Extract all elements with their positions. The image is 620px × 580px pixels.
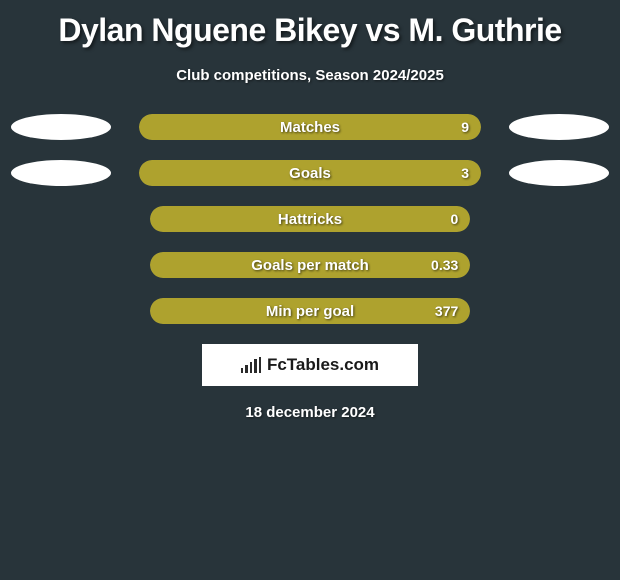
stat-value: 0 — [450, 206, 458, 232]
page-title: Dylan Nguene Bikey vs M. Guthrie — [0, 0, 620, 49]
stat-row: Goals3 — [0, 160, 620, 186]
player-right-oval — [509, 160, 609, 186]
stat-bar: Min per goal377 — [150, 298, 471, 324]
date-label: 18 december 2024 — [0, 404, 620, 421]
player-left-oval — [11, 160, 111, 186]
player-left-oval — [11, 114, 111, 140]
stat-bar: Goals per match0.33 — [150, 252, 471, 278]
stat-bar: Matches9 — [139, 114, 481, 140]
stat-row: Hattricks0 — [0, 206, 620, 232]
stat-bar: Goals3 — [139, 160, 481, 186]
stat-value: 9 — [461, 114, 469, 140]
page-subtitle: Club competitions, Season 2024/2025 — [0, 67, 620, 84]
brand-label: FcTables.com — [267, 355, 379, 375]
stat-row: Goals per match0.33 — [0, 252, 620, 278]
stat-bar: Hattricks0 — [150, 206, 471, 232]
bar-chart-icon — [241, 357, 261, 373]
stat-value: 377 — [435, 298, 458, 324]
stat-row: Matches9 — [0, 114, 620, 140]
stat-label: Matches — [139, 114, 481, 140]
stat-value: 0.33 — [431, 252, 458, 278]
stat-label: Min per goal — [150, 298, 471, 324]
stats-container: Matches9Goals3Hattricks0Goals per match0… — [0, 114, 620, 324]
player-right-oval — [509, 114, 609, 140]
stat-row: Min per goal377 — [0, 298, 620, 324]
stat-label: Hattricks — [150, 206, 471, 232]
stat-label: Goals per match — [150, 252, 471, 278]
brand-box: FcTables.com — [202, 344, 418, 386]
stat-label: Goals — [139, 160, 481, 186]
stat-value: 3 — [461, 160, 469, 186]
